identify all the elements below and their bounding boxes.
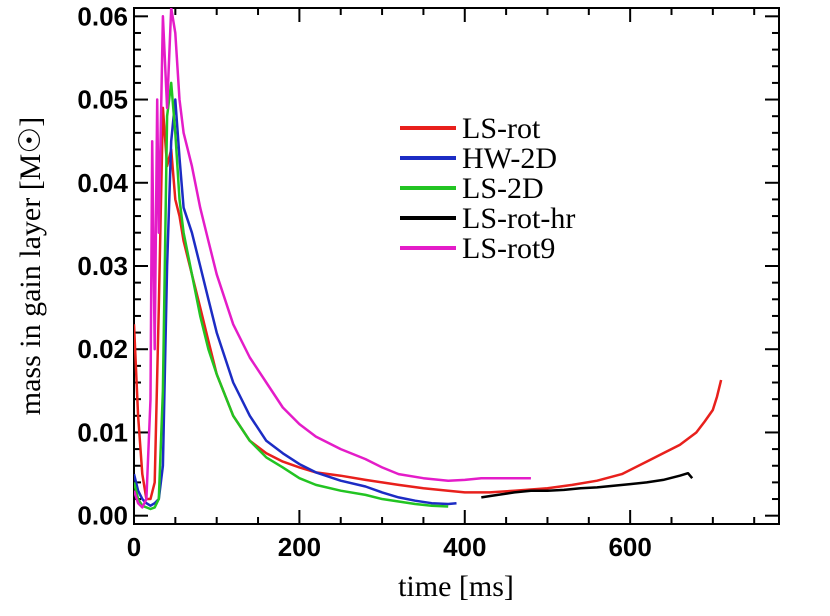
y-tick-label: 0.00 xyxy=(77,501,128,531)
series-line-ls-rot xyxy=(134,106,723,501)
legend-label-ls-2d: LS-2D xyxy=(462,172,544,205)
series-lines xyxy=(134,8,723,511)
series-line-ls-2d xyxy=(134,81,449,511)
x-tick-label: 0 xyxy=(127,532,141,562)
y-tick-label: 0.02 xyxy=(77,334,128,364)
y-tick-label: 0.06 xyxy=(77,1,128,31)
axis-ticks xyxy=(133,8,779,524)
series-line-ls-rot9 xyxy=(134,8,531,509)
legend-label-ls-rot-hr: LS-rot-hr xyxy=(462,202,575,235)
y-tick-label: 0.03 xyxy=(77,251,128,281)
x-axis-title: time [ms] xyxy=(398,570,514,603)
series-line-ls-rot-hr xyxy=(481,471,694,499)
series-line-hw-2d xyxy=(134,98,457,507)
x-tick-label: 200 xyxy=(278,532,321,562)
legend-label-ls-rot: LS-rot xyxy=(462,112,541,145)
y-axis-title: mass in gain layer [M☉] xyxy=(14,117,47,416)
x-tick-label: 600 xyxy=(608,532,651,562)
x-tick-label: 400 xyxy=(443,532,486,562)
legend-label-ls-rot9: LS-rot9 xyxy=(462,232,555,265)
plot-frame xyxy=(133,7,780,525)
legend-label-hw-2d: HW-2D xyxy=(462,142,557,175)
y-tick-label: 0.05 xyxy=(77,85,128,115)
y-tick-label: 0.01 xyxy=(77,417,128,447)
y-tick-label: 0.04 xyxy=(77,168,128,198)
tick-labels: 0 200 400 600 0.00 0.01 0.02 0.03 0.04 0.05 0.06 xyxy=(77,1,651,562)
